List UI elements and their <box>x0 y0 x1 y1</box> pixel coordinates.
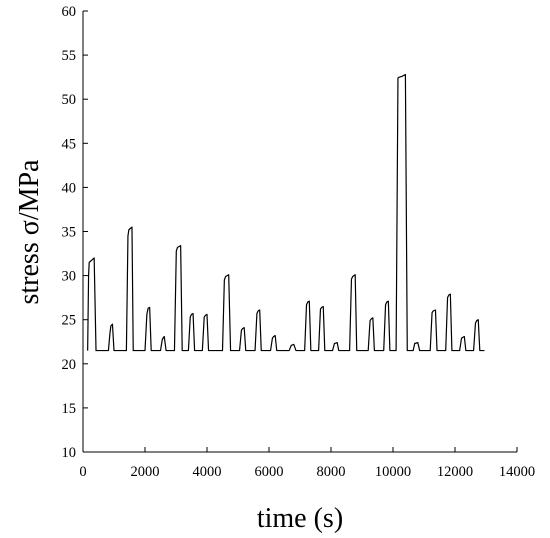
y-ticks: 10 15 20 25 30 35 40 45 50 55 60 <box>62 4 88 461</box>
axes <box>82 11 517 453</box>
y-axis-title: stress σ/MPa <box>14 159 45 305</box>
x-tick-label: 14000 <box>499 464 535 480</box>
x-tick-label: 2000 <box>131 464 160 480</box>
x-tick-label: 0 <box>79 464 86 480</box>
y-tick-label: 15 <box>62 401 77 417</box>
y-tick-label: 25 <box>62 313 77 329</box>
x-tick-label: 10000 <box>375 464 411 480</box>
stress-series-line <box>87 73 485 352</box>
y-tick-label: 55 <box>62 48 77 64</box>
x-tick-label: 4000 <box>193 464 222 480</box>
y-tick-label: 40 <box>62 180 77 196</box>
x-axis-title: time (s) <box>257 503 343 534</box>
y-tick-label: 45 <box>62 136 77 152</box>
x-tick-label: 6000 <box>255 464 284 480</box>
y-tick-label: 20 <box>62 357 77 373</box>
x-tick-label: 8000 <box>317 464 346 480</box>
y-tick-label: 35 <box>62 225 77 241</box>
y-tick-label: 10 <box>62 445 77 461</box>
y-tick-label: 60 <box>62 4 77 20</box>
y-tick-label: 50 <box>62 92 77 108</box>
x-tick-label: 12000 <box>437 464 473 480</box>
x-ticks: 0 2000 4000 6000 8000 10000 12000 14000 <box>79 447 535 480</box>
y-tick-label: 30 <box>62 269 77 285</box>
